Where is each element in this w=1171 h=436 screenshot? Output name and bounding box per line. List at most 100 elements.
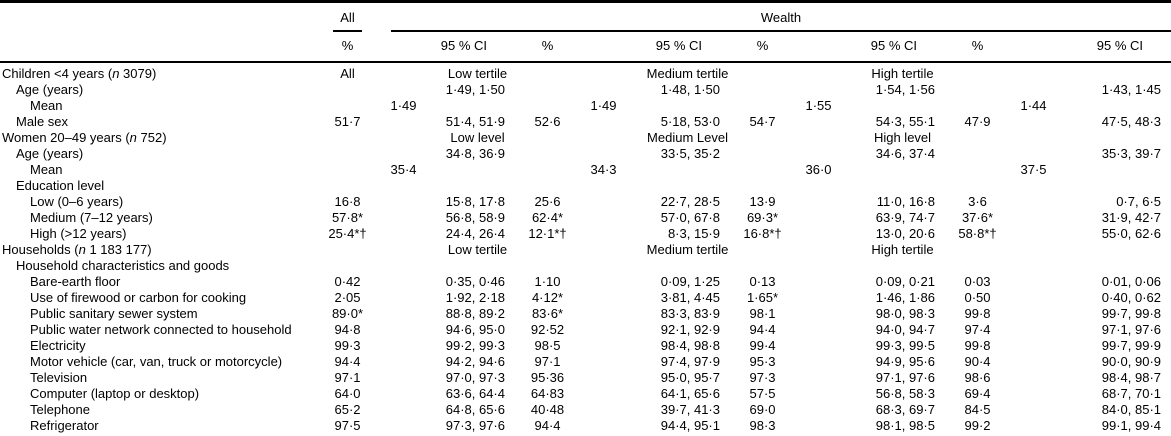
table-row: Computer (laptop or desktop) 64·0 63·6, 64… [0,386,1171,402]
ci-cell: 56·8, 58·3 [795,386,945,402]
row-label: Motor vehicle (car, van, truck or motorc… [30,354,283,369]
percent-value: 99·3 [334,338,361,353]
table-row: Television 97·1 97·0, 97·3 95·36 95·0, 95·7 9… [0,370,1171,386]
ci-cell: 98·0, 98·3 [795,306,945,322]
pct-cell: 1·10 [515,274,580,290]
percent-value: 97·5 [334,418,361,433]
row-label: Medium (7–12 years) [30,210,153,225]
pct-cell: 98·3 [730,418,795,436]
ci-cell: 97·4, 97·9 [580,354,730,370]
all-group-label: All [333,9,362,32]
row-label: Television [30,370,88,385]
col-header-pct: % [515,32,580,63]
percent-value: 98·6 [964,370,991,385]
n-symbol: n [129,130,137,145]
table-row: Motor vehicle (car, van, truck or motorc… [0,354,1171,370]
percent-value: 4·12* [531,290,564,305]
table-row: Use of firewood or carbon for cooking 2·0… [0,290,1171,306]
ci-cell: 94·4, 95·1 [580,418,730,436]
ci-cell: 0·40, 0·62 [1010,290,1171,306]
ci-value: 0·09, 1·25 [660,274,720,289]
pct-cell: 25·4*† [320,226,375,242]
ci-cell: 68·7, 70·1 [1010,386,1171,402]
percent-value: 64·0 [334,386,361,401]
percent-value: 84·5 [964,402,991,417]
pct-cell: 51·7 [320,114,375,130]
ci-cell: 97·1, 97·6 [795,370,945,386]
percent-value: 1·49 [590,98,617,113]
ci-cell: 94·0, 94·7 [795,322,945,338]
ci-value: 51·4, 51·9 [445,114,505,129]
ci-cell [1010,62,1171,82]
ci-value: 97·1, 97·6 [875,370,935,385]
ci-value: 57·0, 67·8 [660,210,720,225]
ci-cell: 68·3, 69·7 [795,402,945,418]
percent-value: 0·42 [334,274,361,289]
pct-cell: 4·12* [515,290,580,306]
percent-value: 83·6* [531,306,564,321]
table-row: Mean 1·49 1·49 1·55 1·44 [0,98,1171,114]
header-cols-row: % 95 % CI % 95 % CI % 95 % CI % 95 % CI [0,32,1171,63]
ci-cell: 97·1, 97·6 [1010,322,1171,338]
pct-cell [320,82,375,98]
percent-value: 1·55 [805,98,832,113]
ci-cell: 54·3, 55·1 [795,114,945,130]
section-row: Households (n 1 183 177) Low tertile Mediu… [0,242,1171,258]
row-label: Bare-earth floor [30,274,121,289]
percent-value: 1·65* [746,290,779,305]
ci-cell [1010,242,1171,258]
percent-value: 98·1 [749,306,776,321]
ci-cell: 98·1, 98·5 [795,418,945,436]
percent-value: 97·1 [334,370,361,385]
ci-cell: 8·3, 15·9 [580,226,730,242]
percent-value: 35·4 [390,162,417,177]
row-label: Telephone [30,402,90,417]
pct-cell [730,82,795,98]
group-label-cell: Low tertile [447,242,508,257]
ci-value: 94·0, 94·7 [875,322,935,337]
pct-cell [945,146,1010,162]
pct-cell [730,178,795,194]
pct-cell [515,258,580,274]
ci-value: 0·01, 0·06 [1101,274,1162,289]
ci-cell: 57·0, 67·8 [580,210,730,226]
ci-value: 88·8, 89·2 [445,306,505,321]
wealth-group-label: Wealth [391,10,1171,32]
table-row: Low (0–6 years) 16·8 15·8, 17·8 25·6 22·7, 2… [0,194,1171,210]
pct-cell [515,82,580,98]
ci-cell: 94·6, 95·0 [375,322,515,338]
header-stub-cell [0,32,320,63]
ci-cell: 3·81, 4·45 [580,290,730,306]
ci-value: 1·49, 1·50 [445,82,505,97]
pct-cell: 89·0* [320,306,375,322]
percent-value: 25·6 [534,194,561,209]
ci-value: 22·7, 28·5 [660,194,720,209]
pct-cell: 97·4 [945,322,1010,338]
percent-value: 97·4 [964,322,991,337]
ci-value: 95·0, 95·7 [660,370,720,385]
ci-value: 1·54, 1·56 [875,82,935,97]
percent-value: 94·4 [334,354,361,369]
ci-value: 1·92, 2·18 [445,290,505,305]
ci-value: 31·9, 42·7 [1101,210,1162,225]
ci-value: 33·5, 35·2 [660,146,720,161]
group-label-cell: Medium tertile [646,242,729,257]
ci-cell [1010,178,1171,194]
header-group-row: All Wealth [0,2,1171,33]
pct-cell: 2·05 [320,290,375,306]
ci-cell: 1·54, 1·56 [795,82,945,98]
ci-cell: 0·09, 0·21 [795,274,945,290]
percent-value: 16·8 [334,194,361,209]
ci-value: 35·3, 39·7 [1101,146,1162,161]
row-label: Use of firewood or carbon for cooking [30,290,247,305]
percent-value: 99·8 [964,338,991,353]
ci-value: 13·0, 20·6 [875,226,935,241]
percent-value: 1·10 [534,274,561,289]
header-stub-cell [0,2,320,33]
ci-value: 98·1, 98·5 [875,418,935,433]
group-label-cell: High level [873,130,932,145]
percent-value: 2·05 [334,290,361,305]
ci-cell: 95·0, 95·7 [580,370,730,386]
ci-cell [1010,258,1171,274]
percent-value: 57·8* [331,210,364,225]
